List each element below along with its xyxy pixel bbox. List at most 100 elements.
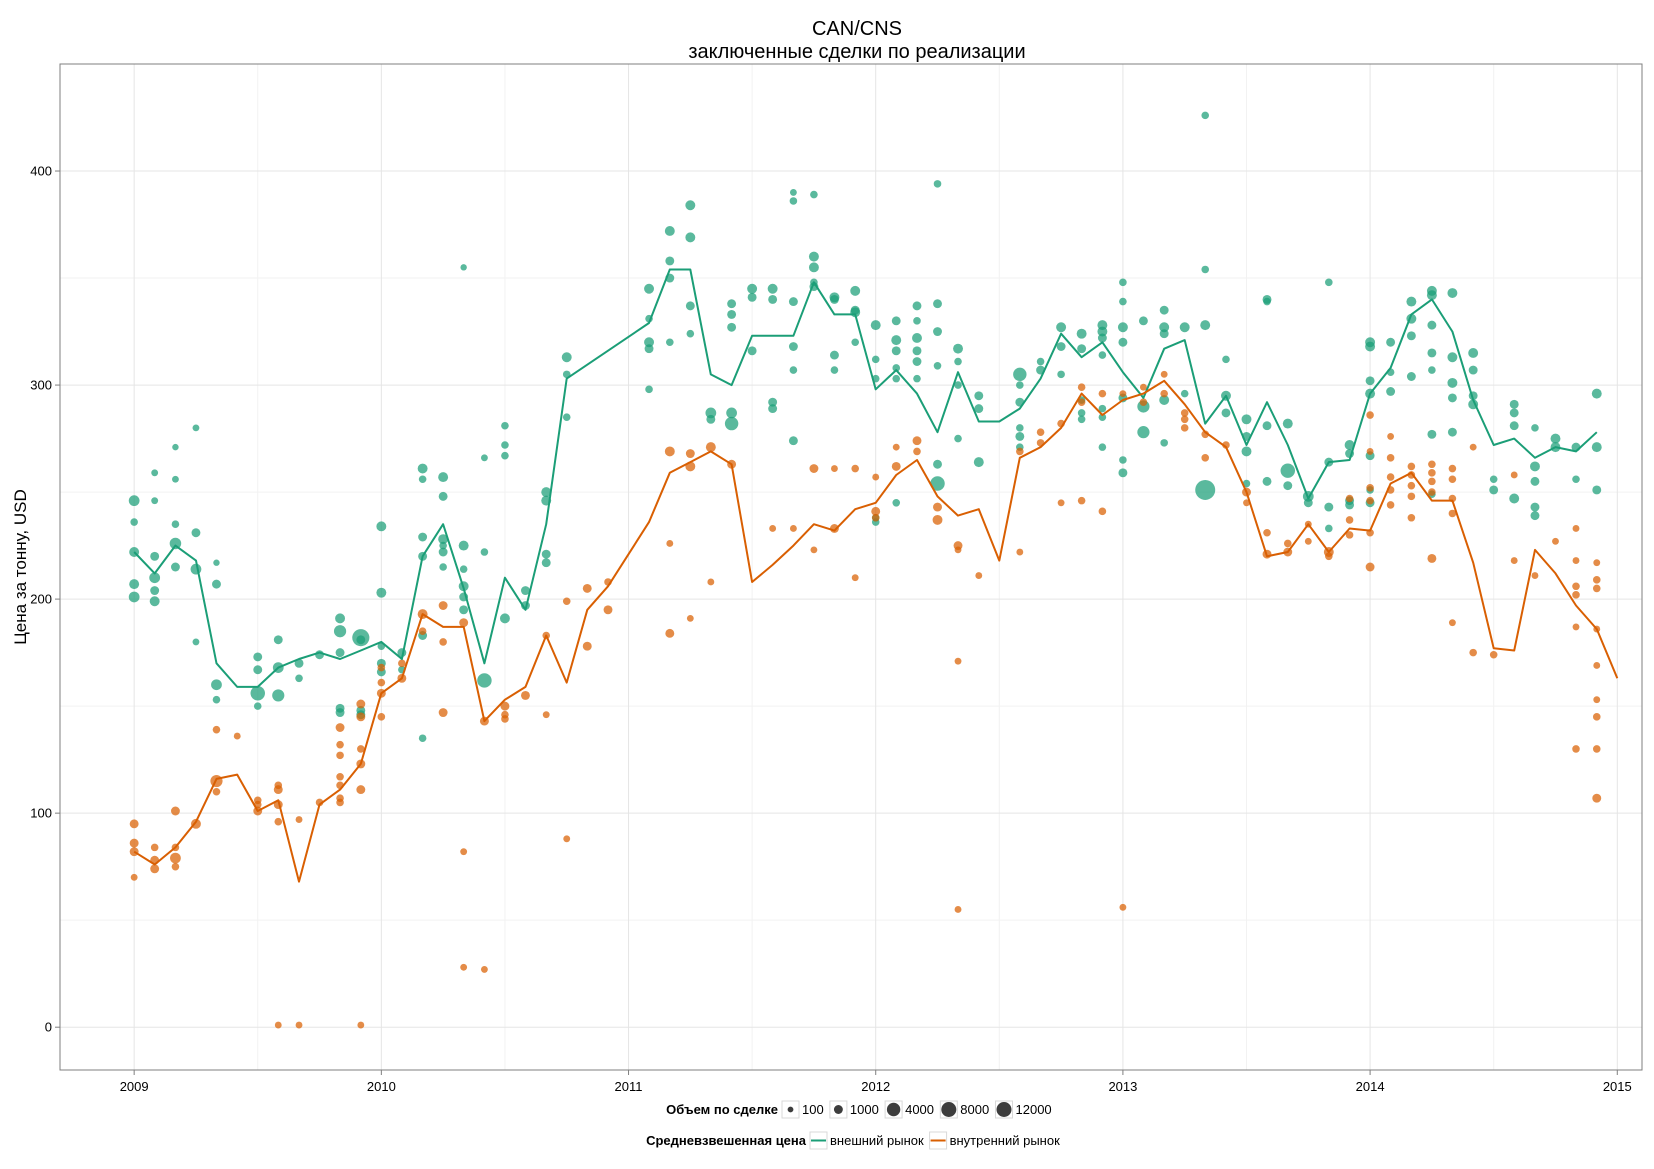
- data-point-series-1: [1428, 477, 1436, 486]
- data-point-series-1: [1386, 501, 1395, 509]
- data-point-series-0: [418, 532, 428, 542]
- data-point-series-0: [727, 322, 737, 332]
- data-point-series-0: [418, 734, 427, 743]
- data-point-series-0: [1530, 502, 1540, 512]
- data-point-series-1: [1119, 390, 1127, 398]
- data-point-series-1: [1428, 460, 1436, 469]
- data-point-series-0: [1280, 463, 1296, 478]
- data-point-series-0: [727, 299, 737, 309]
- data-point-series-0: [644, 344, 654, 354]
- legend-size-symbol: [787, 1106, 794, 1113]
- minor-gridlines: [60, 64, 1642, 1070]
- data-point-series-0: [933, 299, 942, 309]
- data-point-series-0: [1200, 320, 1211, 331]
- data-point-series-0: [294, 658, 304, 668]
- data-point-series-0: [335, 613, 346, 624]
- data-point-series-1: [851, 574, 859, 582]
- data-point-series-1: [892, 443, 900, 451]
- data-point-series-0: [253, 702, 262, 710]
- data-point-series-1: [1428, 469, 1436, 477]
- data-point-series-1: [1386, 454, 1395, 462]
- data-point-series-0: [1160, 439, 1168, 447]
- data-point-series-1: [233, 732, 241, 740]
- data-point-series-1: [1572, 591, 1580, 599]
- data-point-series-0: [172, 443, 179, 451]
- data-point-series-1: [1552, 537, 1559, 545]
- data-point-series-0: [501, 441, 509, 449]
- data-point-series-0: [561, 352, 572, 363]
- data-point-series-1: [1098, 507, 1107, 516]
- data-point-series-1: [872, 473, 880, 481]
- data-point-series-0: [170, 562, 180, 572]
- y-tick-label: 400: [30, 164, 52, 179]
- data-point-series-0: [1138, 316, 1148, 326]
- data-point-series-0: [912, 301, 922, 311]
- data-point-series-0: [1282, 418, 1293, 429]
- data-point-series-0: [1077, 344, 1087, 354]
- data-point-series-0: [891, 335, 902, 346]
- data-point-series-0: [1263, 297, 1271, 306]
- data-point-series-1: [521, 690, 530, 700]
- data-point-series-1: [913, 447, 921, 456]
- data-point-series-0: [335, 648, 345, 658]
- data-point-series-0: [1325, 524, 1333, 533]
- data-point-series-0: [912, 333, 922, 343]
- data-point-series-0: [933, 180, 942, 188]
- y-axis: 0 100 200 300 400: [30, 164, 60, 1035]
- series-line-1: [133, 379, 1619, 883]
- data-point-series-0: [213, 559, 220, 566]
- data-point-series-0: [1013, 367, 1027, 382]
- data-point-series-0: [892, 364, 901, 372]
- x-tick-label: 2013: [1108, 1079, 1137, 1094]
- data-point-series-0: [851, 338, 859, 347]
- data-point-series-0: [501, 421, 509, 430]
- data-point-series-0: [891, 346, 901, 356]
- data-point-series-1: [1489, 650, 1498, 659]
- data-point-series-0: [499, 613, 510, 624]
- data-point-series-0: [192, 424, 200, 432]
- data-point-series-1: [1016, 548, 1024, 556]
- data-point-series-0: [829, 350, 839, 360]
- data-point-series-1: [831, 465, 838, 472]
- data-point-series-1: [356, 785, 366, 795]
- data-point-series-0: [295, 674, 303, 683]
- data-point-series-0: [1222, 355, 1230, 364]
- data-point-series-0: [1262, 476, 1272, 486]
- data-point-series-0: [686, 329, 695, 338]
- data-point-series-0: [1201, 265, 1210, 274]
- data-point-series-0: [150, 586, 160, 595]
- data-point-series-1: [377, 678, 386, 687]
- data-point-series-0: [171, 520, 180, 528]
- data-point-series-1: [356, 712, 366, 722]
- plot-border: [59, 63, 1643, 1071]
- legend-size-label: 8000: [960, 1102, 989, 1117]
- data-point-series-0: [273, 635, 283, 645]
- data-point-series-0: [1159, 395, 1170, 406]
- x-tick-label: 2010: [367, 1079, 396, 1094]
- data-point-series-0: [850, 285, 861, 296]
- data-point-series-0: [1447, 393, 1457, 403]
- data-point-series-0: [933, 459, 942, 469]
- data-point-series-0: [149, 572, 161, 584]
- data-point-series-0: [438, 491, 448, 501]
- data-point-series-0: [788, 436, 798, 446]
- data-point-series-0: [1195, 479, 1216, 500]
- data-point-series-1: [1160, 389, 1168, 398]
- data-point-series-0: [1325, 278, 1333, 287]
- data-point-series-1: [129, 838, 139, 848]
- data-point-series-0: [1015, 431, 1025, 441]
- data-point-series-0: [1159, 305, 1169, 315]
- data-point-series-0: [150, 551, 160, 561]
- data-point-series-1: [377, 663, 386, 672]
- y-tick-label: 100: [30, 806, 52, 821]
- data-point-series-0: [130, 518, 138, 526]
- data-point-series-1: [439, 638, 447, 646]
- data-point-series-1: [500, 701, 510, 711]
- data-point-series-0: [810, 190, 818, 199]
- data-point-series-0: [1550, 433, 1561, 444]
- chart-title: CAN/CNS: [812, 18, 902, 40]
- data-point-series-0: [705, 407, 717, 419]
- data-point-series-0: [644, 283, 655, 294]
- data-point-series-1: [438, 708, 448, 717]
- data-point-series-1: [685, 449, 695, 459]
